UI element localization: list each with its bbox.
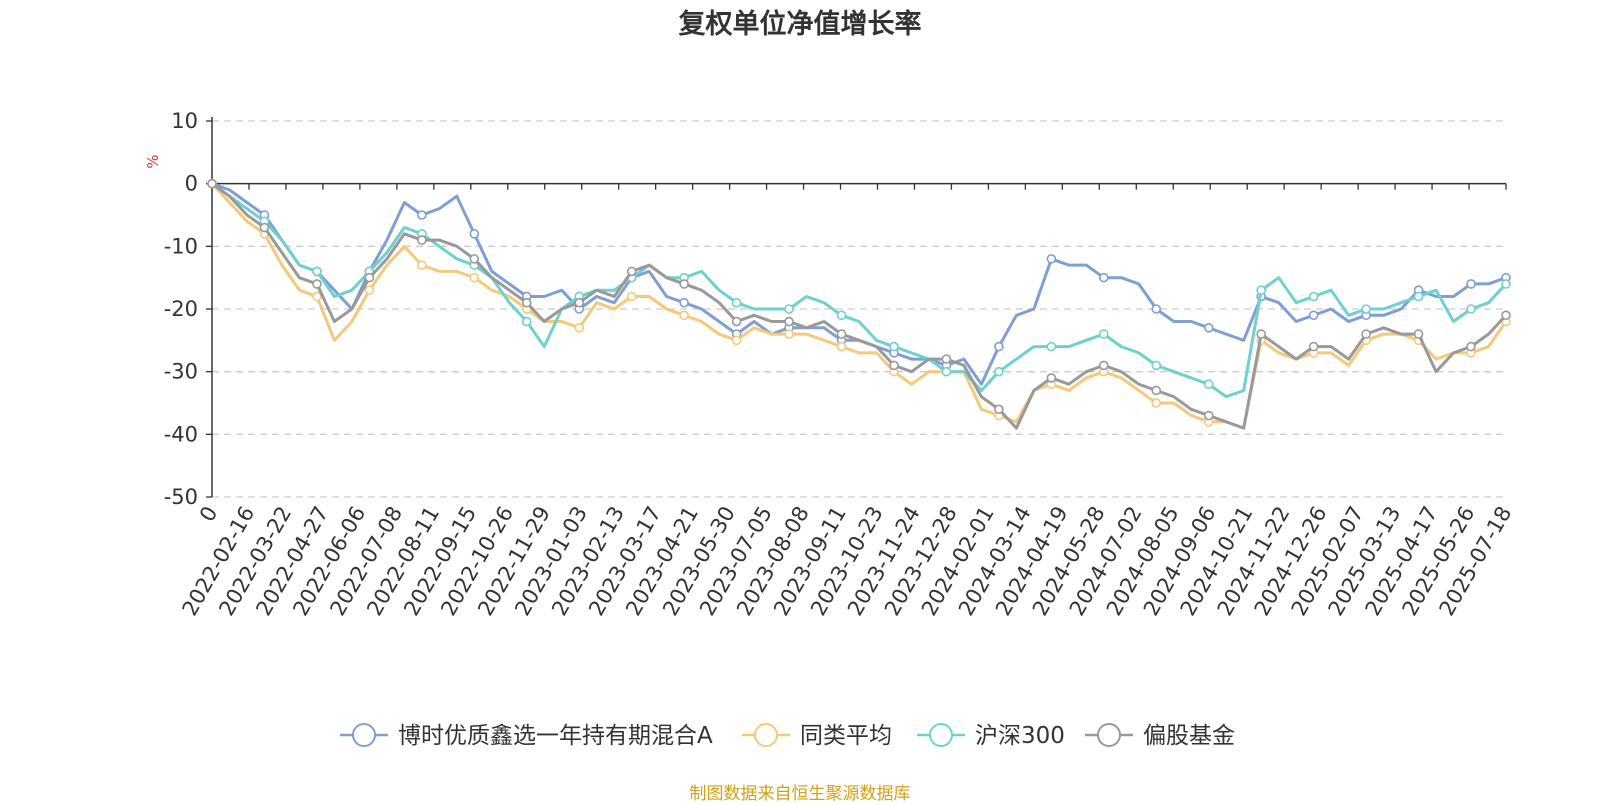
series-point [836,329,847,339]
series-point [469,229,480,239]
series-point [417,260,427,270]
series-line [211,182,1508,430]
x-tick-label: 0 [195,502,222,526]
series-point [1466,279,1476,289]
legend-marker-icon [754,723,778,747]
series-point [1308,310,1319,321]
series-point [1203,379,1214,390]
series-point [1308,341,1319,352]
series-point [836,310,847,321]
y-tick-label: -30 [164,360,198,384]
axes: 100-10-20-30-40-50%02022-02-162022-03-22… [144,109,1516,620]
series-point [1361,304,1371,314]
series-point [574,322,585,333]
series-point [1501,279,1511,289]
series-point [417,210,427,220]
series-point [1256,285,1266,296]
legend-label: 博时优质鑫选一年持有期混合A [398,723,713,749]
series-line [210,182,1508,430]
series-point [1413,329,1424,339]
series-point [626,291,637,302]
series-point [469,272,480,283]
series-point [312,266,322,277]
legend[interactable]: 博时优质鑫选一年持有期混合A 同类平均 沪深300 偏股基金 [340,723,1235,749]
series-point [364,285,375,296]
legend-marker-icon [1097,723,1121,747]
series-point [889,360,899,371]
legend-item[interactable]: 同类平均 [742,723,892,749]
series-point [1046,373,1057,383]
y-axis-label: % [144,155,162,169]
series-point [1256,329,1266,339]
series-point [994,366,1004,377]
series-point [679,310,689,321]
series-point [1151,385,1162,396]
series-point [1099,329,1109,339]
source-note: 制图数据来自恒生聚源数据库 [689,784,911,804]
series-point [941,366,952,377]
chart-title: 复权单位净值增长率 [678,9,922,40]
series-point [731,316,742,327]
series-point [1413,291,1424,302]
series-point [207,178,217,189]
series-point [1308,291,1319,302]
series-point [889,341,899,352]
series-point [1501,310,1511,321]
y-tick-label: -20 [164,297,198,321]
series-point [1466,341,1476,352]
series-point [574,297,585,308]
grid-lines [212,120,1506,498]
legend-label: 同类平均 [800,723,892,749]
y-tick-label: 0 [185,172,198,196]
legend-item[interactable]: 沪深300 [917,723,1065,749]
series-point [1099,272,1109,283]
series-point [1046,254,1057,264]
y-tick-label: -10 [164,234,198,258]
series-point [784,304,794,314]
series-point [312,291,322,302]
series-point [1046,341,1057,352]
series-line [211,182,1508,399]
series-point [364,272,375,283]
series-point [417,235,427,245]
series-point [731,335,742,346]
y-tick-label: 10 [171,109,198,133]
legend-marker-icon [352,723,376,747]
legend-item[interactable]: 博时优质鑫选一年持有期混合A [340,723,713,749]
series-point [1203,322,1214,333]
series-point [469,254,480,264]
series-point [312,279,322,289]
series-point [731,297,742,308]
series-point [1466,304,1476,314]
series-point [836,341,847,352]
legend-marker-icon [929,723,953,747]
series-point [1151,360,1162,371]
series-point [259,222,270,233]
series-point [941,354,952,364]
series-lines [207,178,1511,430]
legend-item[interactable]: 偏股基金 [1085,723,1235,749]
series-point [521,297,532,308]
series-point [1203,410,1214,421]
series-point [1361,329,1371,339]
series-point [1151,398,1162,408]
series-point [994,341,1004,352]
series-point [994,404,1004,415]
series-point [1099,360,1109,371]
series-point [784,329,794,339]
legend-label: 偏股基金 [1143,723,1235,749]
series-point [1151,304,1162,314]
legend-label: 沪深300 [975,723,1065,749]
series-point [521,316,532,327]
series-point [679,297,689,308]
y-tick-label: -50 [164,485,198,509]
series-point [626,266,637,277]
y-tick-label: -40 [164,422,198,446]
series-point [784,316,794,327]
series-point [679,279,689,289]
